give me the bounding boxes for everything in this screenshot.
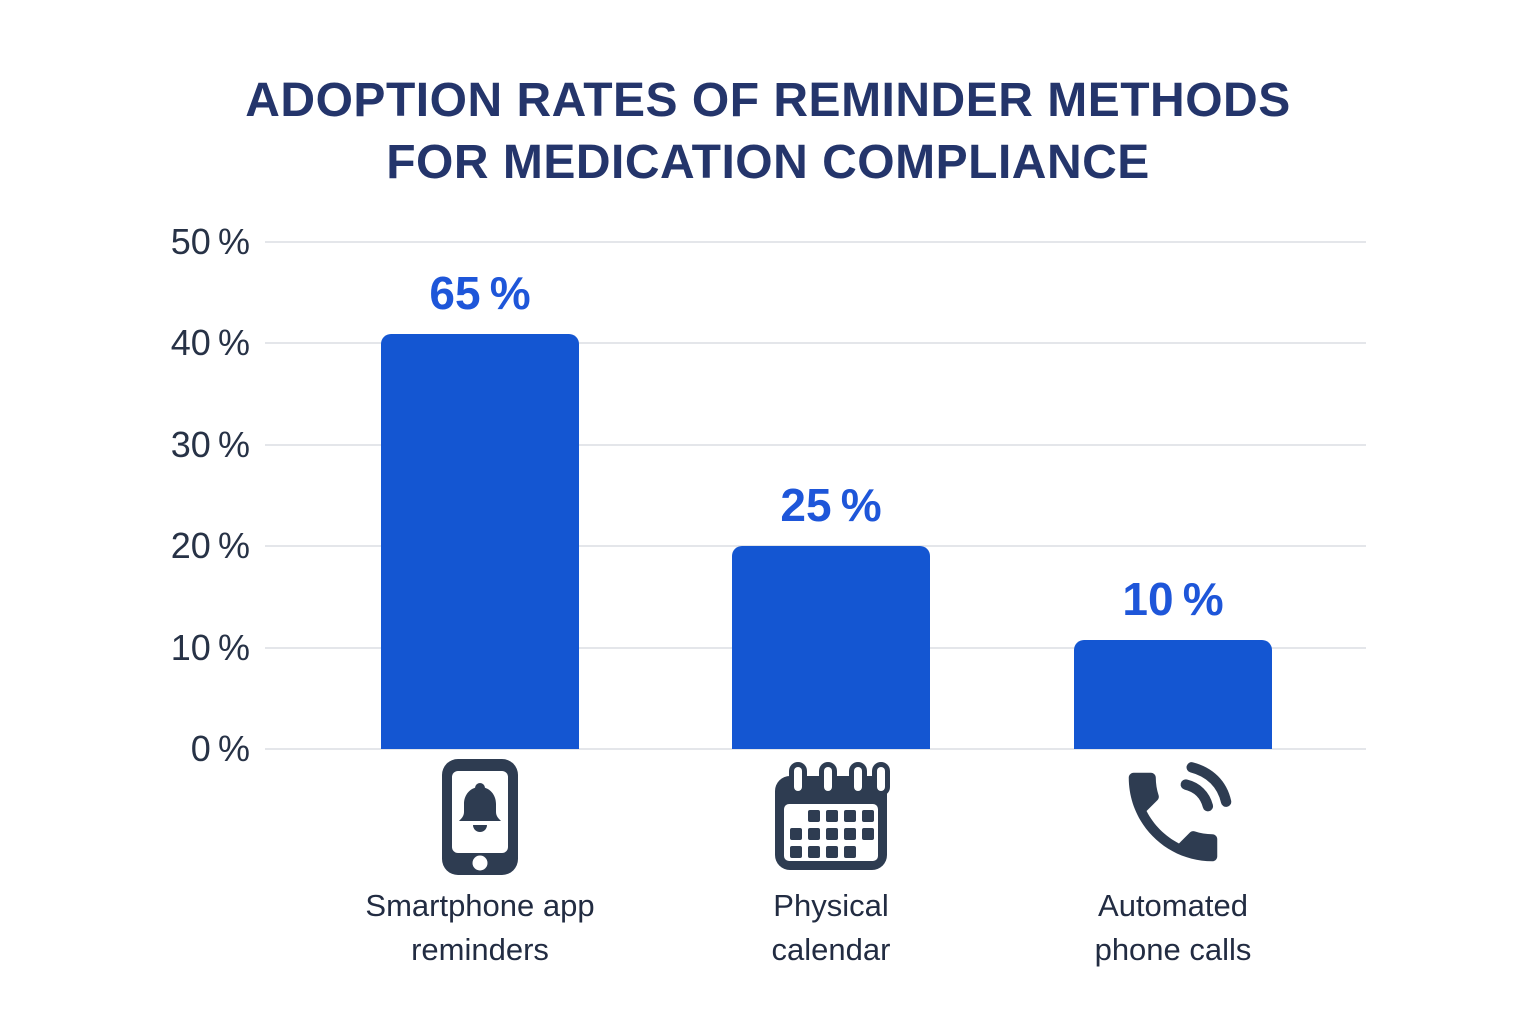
y-axis-tick-label: 0 % bbox=[190, 728, 250, 769]
category-column-smartphone: Smartphone app reminders bbox=[280, 752, 680, 972]
bar-value-label: 65 % bbox=[429, 267, 531, 320]
category-label-line-2: calendar bbox=[771, 932, 891, 967]
bar-value-label: 10 % bbox=[1122, 572, 1224, 625]
category-column-calendar: Physical calendar bbox=[631, 752, 1031, 972]
gridline-20 bbox=[265, 545, 1366, 548]
category-label-line-2: phone calls bbox=[1094, 932, 1252, 967]
category-column-phone: Automated phone calls bbox=[973, 752, 1373, 972]
chart-title-line-1: ADOPTION RATES OF REMINDER METHODS bbox=[245, 74, 1291, 127]
bar-value-label: 25 % bbox=[780, 479, 882, 532]
gridline-40 bbox=[265, 342, 1366, 345]
plot-area: 65 % 25 % 10 % bbox=[265, 241, 1366, 750]
icon-box bbox=[973, 752, 1373, 882]
y-axis-tick-label: 20 % bbox=[170, 525, 250, 567]
category-label: Physical calendar bbox=[631, 884, 1031, 972]
gridline-30 bbox=[265, 443, 1366, 446]
y-axis-tick-label: 10 % bbox=[170, 626, 250, 668]
phone-call-icon bbox=[1128, 762, 1232, 862]
category-label-line-1: Automated bbox=[1098, 888, 1248, 923]
smartphone-bell-icon bbox=[442, 759, 518, 875]
y-axis-tick-label: 40 % bbox=[170, 322, 250, 364]
bar-3: 10 % bbox=[1074, 573, 1272, 749]
y-axis-tick-label: 30 % bbox=[170, 423, 250, 465]
category-label: Smartphone app reminders bbox=[280, 884, 680, 972]
bar-2: 25 % bbox=[732, 479, 930, 749]
bar-1: 65 % bbox=[381, 267, 579, 749]
chart-title: ADOPTION RATES OF REMINDER METHODS FOR M… bbox=[0, 70, 1536, 194]
calendar-icon bbox=[775, 762, 890, 870]
chart-title-line-2: FOR MEDICATION COMPLIANCE bbox=[386, 136, 1150, 189]
y-axis-tick-label: 50 % bbox=[170, 221, 250, 262]
gridline-0 bbox=[265, 748, 1366, 750]
category-label: Automated phone calls bbox=[973, 884, 1373, 972]
icon-box bbox=[280, 752, 680, 882]
icon-box bbox=[631, 752, 1031, 882]
category-label-line-1: Smartphone app bbox=[365, 888, 595, 923]
category-label-line-2: reminders bbox=[411, 932, 549, 967]
gridline-50 bbox=[265, 241, 1366, 243]
category-label-line-1: Physical bbox=[773, 888, 889, 923]
